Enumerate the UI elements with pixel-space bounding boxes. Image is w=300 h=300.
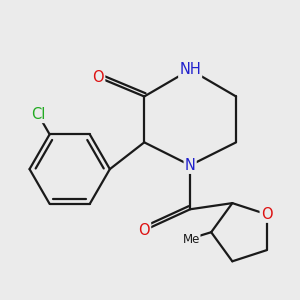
- Text: O: O: [93, 70, 104, 85]
- Text: O: O: [139, 223, 150, 238]
- Text: Cl: Cl: [31, 107, 45, 122]
- Text: O: O: [261, 207, 272, 222]
- Text: Me: Me: [182, 233, 200, 246]
- Text: NH: NH: [179, 62, 201, 77]
- Text: N: N: [185, 158, 196, 173]
